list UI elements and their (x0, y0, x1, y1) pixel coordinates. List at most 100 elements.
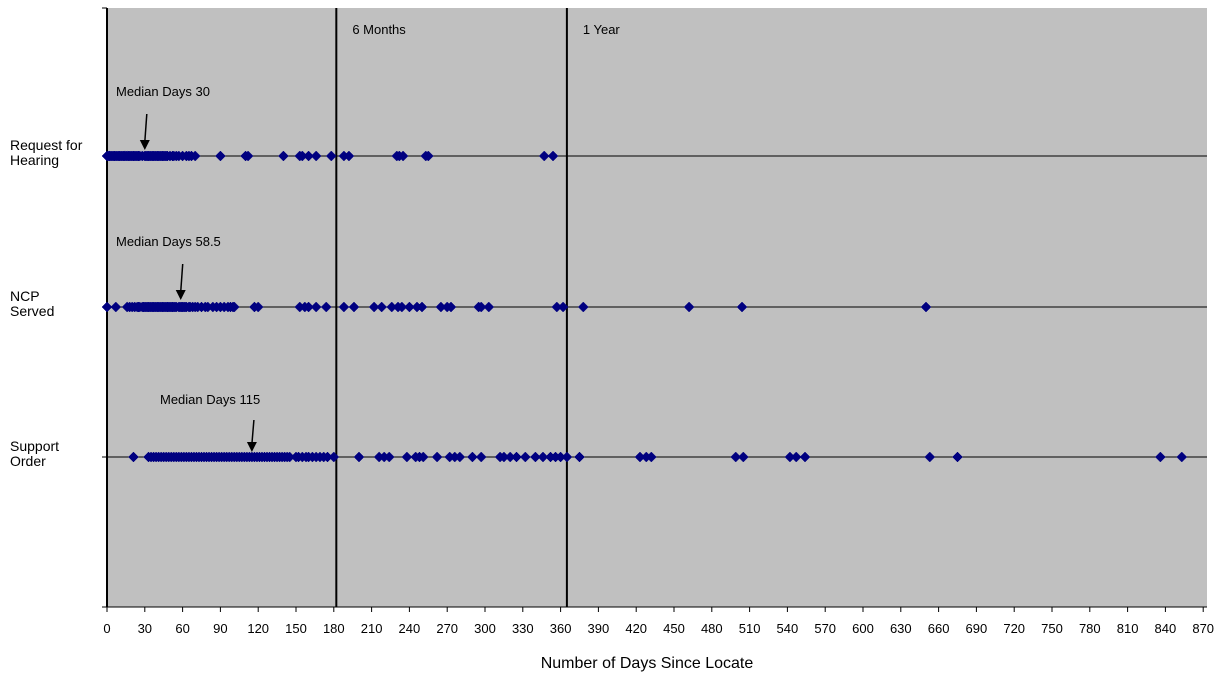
x-tick-label: 540 (777, 621, 799, 636)
data-point (242, 150, 254, 162)
data-point (431, 451, 443, 463)
data-point (683, 301, 695, 313)
data-point (310, 150, 322, 162)
data-point (278, 150, 289, 162)
x-tick-label: 60 (175, 621, 189, 636)
data-point (310, 301, 322, 313)
data-point (1155, 451, 1166, 463)
x-tick-label: 210 (361, 621, 383, 636)
x-tick-label: 660 (928, 621, 950, 636)
data-point (511, 451, 522, 463)
data-point (396, 301, 408, 313)
data-point (422, 150, 434, 162)
x-tick-label: 450 (663, 621, 685, 636)
x-tick-label: 30 (138, 621, 152, 636)
data-point (303, 301, 314, 313)
series-label: Request for Hearing (10, 137, 83, 168)
data-point (737, 451, 749, 463)
data-point (401, 451, 413, 463)
data-point (537, 451, 549, 463)
x-tick-label: 870 (1192, 621, 1214, 636)
x-tick-label: 360 (550, 621, 572, 636)
x-tick-label: 120 (247, 621, 269, 636)
data-point (445, 301, 457, 313)
median-arrow-head (175, 290, 186, 300)
data-point (320, 301, 332, 313)
x-tick-label: 750 (1041, 621, 1063, 636)
series-label-line: Served (10, 303, 54, 319)
data-point (383, 451, 395, 463)
data-point (557, 301, 569, 313)
x-tick-label: 600 (852, 621, 874, 636)
data-point (561, 451, 573, 463)
data-point (790, 451, 802, 463)
data-point (730, 451, 742, 463)
data-point (404, 301, 415, 313)
data-point (417, 451, 429, 463)
data-point (483, 301, 495, 313)
x-tick-label: 720 (1003, 621, 1025, 636)
data-point (368, 301, 380, 313)
data-point (577, 301, 589, 313)
median-label: Median Days 115 (160, 392, 260, 407)
reference-line-label: 6 Months (352, 22, 406, 37)
data-point (376, 301, 388, 313)
data-point (924, 451, 936, 463)
data-point (325, 150, 337, 162)
median-label: Median Days 30 (116, 84, 210, 99)
data-point (328, 451, 340, 463)
data-point (799, 451, 811, 463)
x-tick-label: 390 (588, 621, 610, 636)
data-point (215, 150, 226, 162)
data-point (397, 150, 409, 162)
data-point (645, 451, 657, 463)
data-point (416, 301, 428, 313)
x-tick-label: 300 (474, 621, 496, 636)
x-tick-label: 630 (890, 621, 912, 636)
series-label: NCP Served (10, 288, 54, 319)
x-tick-label: 420 (625, 621, 647, 636)
data-point (252, 301, 264, 313)
data-point (353, 451, 365, 463)
median-arrow-head (139, 140, 150, 150)
x-tick-label: 150 (285, 621, 307, 636)
x-tick-label: 780 (1079, 621, 1101, 636)
x-tick-label: 570 (814, 621, 836, 636)
median-arrow-shaft (251, 419, 255, 445)
series-label-line: Support (10, 438, 59, 454)
data-point (475, 301, 487, 313)
x-tick-label: 510 (739, 621, 761, 636)
data-point (228, 301, 240, 313)
median-label: Median Days 58.5 (116, 234, 221, 249)
data-point (519, 451, 531, 463)
x-tick-label: 810 (1117, 621, 1139, 636)
data-point (475, 451, 487, 463)
series-label: Support Order (10, 438, 59, 469)
median-arrow-shaft (179, 263, 184, 293)
reference-line-label: 1 Year (583, 22, 621, 37)
data-point (338, 301, 350, 313)
data-point (101, 301, 113, 313)
data-point (128, 451, 139, 463)
x-tick-label: 90 (213, 621, 227, 636)
data-point (538, 150, 550, 162)
data-point (1176, 451, 1188, 463)
series-label-line: Order (10, 453, 46, 469)
data-point (189, 150, 201, 162)
series-label-line: Request for (10, 137, 83, 153)
data-point (110, 301, 122, 313)
data-point (454, 451, 466, 463)
x-tick-label: 270 (436, 621, 458, 636)
median-arrow-head (246, 442, 257, 452)
data-point (530, 451, 541, 463)
data-point (303, 150, 314, 162)
x-tick-label: 840 (1155, 621, 1177, 636)
x-tick-label: 0 (103, 621, 110, 636)
data-point (574, 451, 585, 463)
data-point (343, 150, 355, 162)
data-point (952, 451, 963, 463)
data-point (920, 301, 932, 313)
data-point (348, 301, 360, 313)
data-point (467, 451, 478, 463)
